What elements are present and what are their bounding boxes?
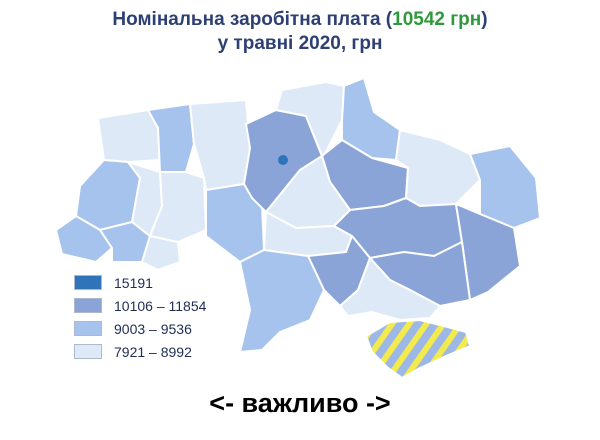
region-crimea (365, 319, 471, 379)
region-lviv[interactable] (75, 159, 141, 231)
average-salary-value: 10542 грн (392, 9, 482, 30)
legend-label: 9003 – 9536 (114, 320, 192, 337)
legend-label: 7921 – 8992 (114, 343, 192, 360)
legend-item: 9003 – 9536 (74, 317, 206, 340)
title-line-2: у травні 2020, грн (217, 33, 383, 54)
region-kherson[interactable] (339, 257, 441, 321)
title-line-1: Номінальна заробітна плата (10542 грн) (0, 8, 600, 32)
legend-swatch (74, 344, 102, 359)
legend-swatch (74, 298, 102, 313)
legend-label: 10106 – 11854 (114, 297, 207, 314)
legend-label: 15191 (114, 274, 153, 291)
map-legend: 15191 10106 – 11854 9003 – 9536 7921 – 8… (74, 271, 206, 363)
legend-item: 15191 (74, 271, 206, 294)
kyiv-city-marker[interactable] (278, 155, 288, 165)
legend-item: 10106 – 11854 (74, 294, 206, 317)
map-title: Номінальна заробітна плата (10542 грн) у… (0, 8, 600, 56)
title-prefix: Номінальна заробітна плата ( (112, 9, 393, 30)
region-khmelnytskyi[interactable] (149, 171, 207, 243)
region-chernivtsi[interactable] (141, 235, 181, 271)
region-volyn[interactable] (97, 109, 161, 163)
region-odesa[interactable] (239, 249, 325, 353)
region-kharkiv[interactable] (395, 129, 481, 207)
legend-swatch (74, 321, 102, 336)
title-suffix: ) (481, 9, 488, 30)
region-luhansk[interactable] (469, 145, 541, 229)
legend-item: 7921 – 8992 (74, 340, 206, 363)
important-caption: <- важливо -> (209, 388, 391, 418)
legend-swatch (74, 275, 102, 290)
